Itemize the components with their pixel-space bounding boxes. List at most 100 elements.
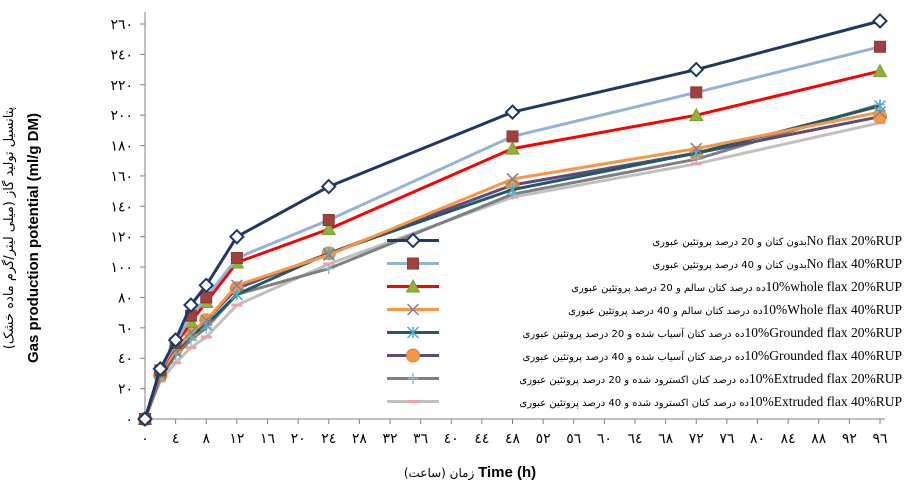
data-point-marker xyxy=(506,172,519,185)
x-tick-label: ٢٨ xyxy=(352,431,368,447)
y-tick-label: ٢٦٠ xyxy=(110,17,133,33)
data-point-marker xyxy=(185,346,197,350)
legend-swatch xyxy=(387,257,439,270)
legend-label-english: 10%Grounded flax 20%RUP xyxy=(744,324,902,340)
legend-swatch xyxy=(387,348,439,363)
y-tick-label: ٦٠ xyxy=(118,321,133,337)
y-tick-label: ١٤٠ xyxy=(110,199,133,215)
y-tick-label: ١٦٠ xyxy=(110,169,133,185)
data-point-marker xyxy=(688,61,705,78)
data-point-marker xyxy=(231,303,243,307)
series-layer xyxy=(137,13,888,427)
y-tick-label: ٨٠ xyxy=(118,290,133,306)
data-point-marker xyxy=(200,314,213,327)
legend-label-english: No flax 40%RUP xyxy=(806,255,902,271)
legend-item: ده درصد کتان سالم و 20 درصد پروتئین عبور… xyxy=(385,275,905,298)
data-point-marker xyxy=(137,411,153,427)
y-tick-label: ١٨٠ xyxy=(110,139,133,155)
legend-label: ده درصد کتان سالم و 40 درصد پروتئین عبور… xyxy=(568,302,905,318)
data-point-marker xyxy=(406,348,420,363)
legend-label-persian: ده درصد کتان آسیاب شده و 20 درصد پروتئین… xyxy=(522,328,745,340)
data-point-marker xyxy=(872,63,888,78)
data-point-marker xyxy=(406,326,420,339)
x-tick-label: ٦٨ xyxy=(658,431,674,447)
data-point-marker xyxy=(183,297,199,313)
y-tick-label: ٤٠ xyxy=(118,351,133,367)
y-axis-title-persian: پتانسیل تولید گاز (میلی لیتر/گرم ماده خش… xyxy=(2,106,17,350)
legend-item: بدون کتان و 20 درصد پروتئین عبوری No flax… xyxy=(385,229,905,252)
legend-item: بدون کتان و 40 درصد پروتئین عبوری No flax… xyxy=(385,252,905,275)
legend-item: ده درصد کتان اکسترود شده و 20 درصد پروتئ… xyxy=(385,367,905,390)
x-tick-label: ١٢ xyxy=(229,431,244,447)
x-tick-label: ٣٦ xyxy=(413,431,428,447)
legend-label-english: 10%Extruded flax 20%RUP xyxy=(749,370,902,386)
legend-label: ده درصد کتان آسیاب شده و 20 درصد پروتئین… xyxy=(523,325,905,341)
data-point-marker xyxy=(873,106,887,119)
x-axis-title-english: Time (h) xyxy=(478,464,537,481)
legend-swatch xyxy=(387,326,439,339)
y-tick-label: ٠ xyxy=(125,412,133,428)
x-tick-label: ٣٢ xyxy=(382,431,397,447)
legend-item: ده درصد کتان آسیاب شده و 20 درصد پروتئین… xyxy=(385,321,905,344)
y-tick-label: ٢٢٠ xyxy=(110,78,133,94)
x-tick-label: ٥٢ xyxy=(536,431,551,447)
legend-label-english: 10%whole flax 20%RUP xyxy=(765,278,902,294)
data-point-marker xyxy=(688,107,704,122)
y-axis-title-english: Gas production potential (ml/g DM) xyxy=(25,113,42,363)
x-tick-label: ٧٦ xyxy=(719,431,734,447)
legend-label: ده درصد کتان اکسترود شده و 20 درصد پروتئ… xyxy=(519,371,905,387)
x-tick-label: ٦٤ xyxy=(627,431,642,447)
data-point-marker xyxy=(405,232,421,249)
data-point-marker xyxy=(198,277,215,294)
legend-label-english: 10%Extruded flax 40%RUP xyxy=(749,393,902,409)
x-tick-label: ٨٠ xyxy=(750,431,765,447)
x-tick-label: ٩٢ xyxy=(842,431,857,447)
x-tick-label: ٩٦ xyxy=(872,431,887,447)
legend-label-persian: ده درصد کتان سالم و 40 درصد پروتئین عبور… xyxy=(568,305,763,317)
data-point-marker xyxy=(170,361,182,365)
data-point-marker xyxy=(407,400,419,403)
legend-label: بدون کتان و 20 درصد پروتئین عبوری No flax… xyxy=(652,233,905,249)
y-tick-label: ١٢٠ xyxy=(110,230,133,246)
legend-label-english: 10%Whole flax 40%RUP xyxy=(762,301,902,317)
x-tick-label: ٤٠ xyxy=(444,431,459,447)
x-tick-label: ٨٤ xyxy=(781,431,796,447)
series-line xyxy=(143,121,881,420)
legend-label-persian: بدون کتان و 40 درصد پروتئین عبوری xyxy=(652,259,807,271)
legend-swatch xyxy=(387,400,439,403)
x-tick-label: ٠ xyxy=(141,431,149,447)
data-point-marker xyxy=(690,86,703,99)
legend-swatch xyxy=(387,303,439,316)
legend-label: ده درصد کتان سالم و 20 درصد پروتئین عبور… xyxy=(571,279,905,295)
legend-item: ده درصد کتان سالم و 40 درصد پروتئین عبور… xyxy=(385,298,905,321)
legend-swatch xyxy=(387,373,439,384)
y-tick-label: ٢٤٠ xyxy=(110,47,133,63)
x-tick-label: ٤ xyxy=(172,431,180,447)
legend-label-persian: ده درصد کتان آسیاب شده و 40 درصد پروتئین… xyxy=(522,351,745,363)
data-point-marker xyxy=(323,263,335,275)
data-point-marker xyxy=(872,13,888,29)
data-point-marker xyxy=(504,104,521,121)
legend-label-persian: بدون کتان و 20 درصد پروتئین عبوری xyxy=(652,236,807,248)
data-point-marker xyxy=(406,303,420,316)
x-tick-label: ٧٢ xyxy=(689,431,704,447)
series-line xyxy=(143,19,881,420)
data-point-marker xyxy=(230,279,243,292)
data-point-marker xyxy=(322,248,335,261)
data-point-marker xyxy=(321,221,337,236)
data-point-marker xyxy=(405,278,421,293)
legend-label: بدون کتان و 40 درصد پروتئین عبوری No flax… xyxy=(652,256,905,272)
x-axis-title-persian: زمان (ساعت) xyxy=(403,466,475,480)
legend-swatch xyxy=(387,278,439,293)
legend-item: ده درصد کتان اکسترود شده و 40 درصد پروتئ… xyxy=(385,390,905,413)
data-point-marker xyxy=(200,291,213,304)
x-tick-label: ٨ xyxy=(202,431,210,447)
legend-item: ده درصد کتان آسیاب شده و 40 درصد پروتئین… xyxy=(385,344,905,367)
y-tick-label: ٢٠٠ xyxy=(110,108,133,124)
y-tick-label: ١٠٠ xyxy=(110,260,133,276)
data-point-marker xyxy=(200,335,212,339)
x-tick-label: ٤٨ xyxy=(505,431,521,447)
x-tick-label: ١٦ xyxy=(260,431,275,447)
data-point-marker xyxy=(506,130,519,143)
